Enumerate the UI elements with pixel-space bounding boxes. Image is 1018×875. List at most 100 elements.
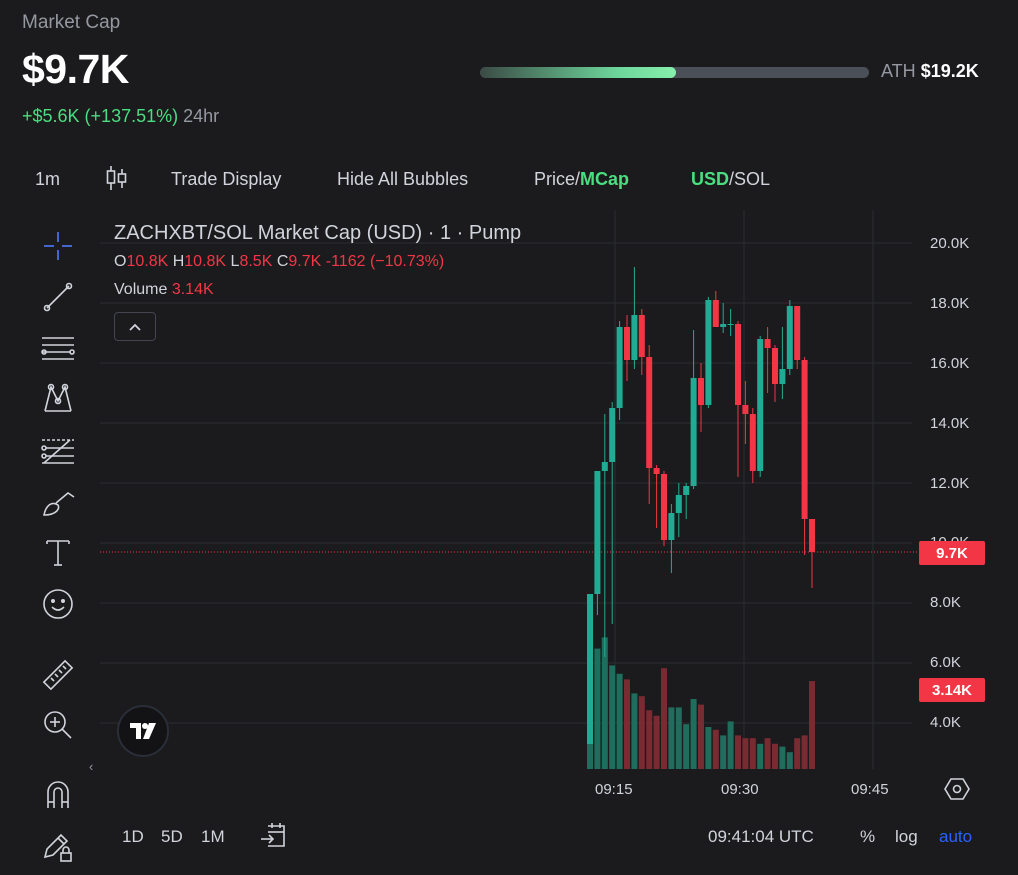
percent-scale-toggle[interactable]: % bbox=[860, 827, 876, 846]
ruler-icon[interactable] bbox=[38, 655, 78, 695]
interval-button[interactable]: 1m bbox=[35, 169, 61, 189]
volume-bar bbox=[712, 729, 719, 769]
volume-bar bbox=[698, 704, 704, 769]
volume-bar bbox=[646, 710, 653, 769]
x-tick-label: 09:30 bbox=[721, 781, 759, 798]
x-tick-label: 09:45 bbox=[851, 781, 889, 798]
candle-body bbox=[690, 378, 697, 486]
y-tick-label: 14.0K bbox=[930, 415, 970, 432]
candle-body bbox=[601, 462, 608, 471]
candle-body bbox=[764, 339, 771, 348]
pattern-icon[interactable] bbox=[38, 378, 78, 418]
text-icon[interactable] bbox=[38, 532, 78, 572]
x-tick-label: 09:15 bbox=[595, 781, 633, 798]
ath-readout: ATH $19.2K bbox=[881, 61, 979, 82]
volume-bar bbox=[668, 707, 675, 769]
volume-bar bbox=[638, 696, 645, 769]
candle-body bbox=[616, 327, 623, 408]
trend-line-icon[interactable] bbox=[38, 277, 78, 317]
volume-bar bbox=[661, 668, 667, 769]
volume-bar bbox=[742, 738, 749, 769]
fib-icon[interactable] bbox=[38, 430, 78, 470]
candle-body bbox=[720, 324, 727, 327]
emoji-icon[interactable] bbox=[38, 584, 78, 624]
volume-bar bbox=[809, 681, 815, 769]
chevron-up-icon bbox=[129, 323, 141, 331]
collapse-legend-button[interactable] bbox=[114, 312, 156, 341]
candle-body bbox=[786, 306, 793, 369]
volume-bar bbox=[624, 679, 630, 769]
y-tick-label: 6.0K bbox=[930, 654, 961, 671]
usd-sol-toggle[interactable]: USD/SOL bbox=[691, 169, 770, 190]
candle-body bbox=[683, 486, 690, 495]
ath-label: ATH bbox=[881, 61, 916, 81]
volume-bar bbox=[786, 752, 793, 769]
volume-bar bbox=[720, 735, 727, 769]
open-label: O bbox=[114, 253, 127, 270]
candle-body bbox=[772, 348, 778, 384]
current-price-badge: 9.7K bbox=[919, 541, 985, 565]
price-option: Price/ bbox=[534, 169, 581, 189]
price-mcap-toggle[interactable]: Price/MCap bbox=[534, 169, 629, 190]
magnet-icon[interactable] bbox=[38, 775, 78, 815]
high-value: 10.8K bbox=[184, 253, 227, 270]
candle-body bbox=[794, 306, 801, 360]
volume-bar bbox=[727, 721, 734, 769]
candle-body bbox=[779, 369, 786, 384]
candle-body bbox=[675, 495, 682, 513]
candle-body bbox=[727, 324, 734, 325]
collapse-toolbar-chevron-icon[interactable]: ‹ bbox=[89, 759, 94, 774]
change-period: 24hr bbox=[183, 106, 220, 126]
open-value: 10.8K bbox=[126, 253, 169, 270]
lock-pencil-icon[interactable] bbox=[38, 826, 78, 866]
brush-icon[interactable] bbox=[38, 483, 78, 523]
volume-legend: Volume 3.14K bbox=[114, 281, 214, 299]
ath-progress-fill bbox=[480, 67, 677, 78]
high-label: H bbox=[172, 253, 185, 270]
range-1d-button[interactable]: 1D bbox=[122, 827, 144, 846]
trade-display-button[interactable]: Trade Display bbox=[171, 169, 282, 189]
volume-bar bbox=[757, 743, 764, 769]
candle-body bbox=[646, 357, 653, 468]
auto-scale-toggle[interactable]: auto bbox=[939, 827, 973, 846]
settings-hex-icon[interactable] bbox=[944, 777, 970, 806]
candles-icon[interactable] bbox=[104, 164, 128, 197]
candle-body bbox=[624, 327, 630, 360]
candle-body bbox=[638, 315, 645, 357]
clock-readout: 09:41:04 UTC bbox=[708, 827, 814, 846]
zoom-in-icon[interactable] bbox=[38, 705, 78, 745]
ath-value: $19.2K bbox=[920, 61, 979, 81]
volume-bar bbox=[779, 746, 786, 769]
tradingview-logo[interactable] bbox=[117, 705, 169, 757]
horizontal-lines-icon[interactable] bbox=[38, 328, 78, 368]
log-scale-toggle[interactable]: log bbox=[895, 827, 918, 846]
close-value: 9.7K bbox=[288, 253, 322, 270]
candle-body bbox=[587, 594, 593, 744]
candle-body bbox=[705, 300, 712, 405]
candle-body bbox=[631, 315, 638, 360]
calendar-goto-icon[interactable] bbox=[258, 822, 288, 855]
ath-progress-bar bbox=[480, 67, 869, 78]
candle-body bbox=[661, 474, 667, 540]
candle-change: -1162 (−10.73%) bbox=[325, 253, 445, 270]
range-1m-button[interactable]: 1M bbox=[201, 827, 225, 846]
low-label: L bbox=[230, 253, 240, 270]
candle-body bbox=[698, 378, 704, 405]
hide-bubbles-button[interactable]: Hide All Bubbles bbox=[337, 169, 469, 189]
candle-body bbox=[749, 414, 756, 471]
volume-bar bbox=[735, 735, 741, 769]
mcap-option: MCap bbox=[580, 169, 630, 189]
volume-bar bbox=[801, 735, 808, 769]
volume-bar bbox=[705, 727, 712, 769]
market-cap-value: $9.7K bbox=[22, 46, 129, 92]
volume-bar bbox=[749, 738, 756, 769]
y-tick-label: 18.0K bbox=[930, 295, 970, 312]
volume-bar bbox=[653, 715, 660, 769]
crosshair-icon[interactable] bbox=[38, 226, 78, 266]
range-5d-button[interactable]: 5D bbox=[161, 827, 183, 846]
change-amount: +$5.6K (+137.51%) bbox=[22, 106, 179, 126]
ohlc-legend: O10.8K H10.8K L8.5K C9.7K -1162 (−10.73%… bbox=[114, 253, 444, 271]
candle-body bbox=[668, 513, 675, 540]
y-tick-label: 16.0K bbox=[930, 355, 970, 372]
